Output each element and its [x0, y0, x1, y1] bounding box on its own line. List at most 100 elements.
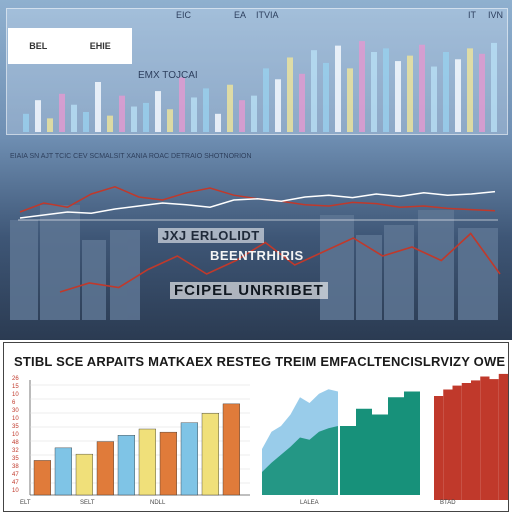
y-tick-label: 35 [12, 456, 19, 462]
bottom-area [262, 426, 338, 495]
top-bar [371, 52, 377, 132]
bottom-teal-bar [356, 408, 372, 495]
top-bar [47, 118, 53, 132]
top-chart-canvas [10, 41, 501, 320]
top-bar [95, 82, 101, 132]
top-bar [299, 73, 305, 132]
top-panel: BEL EHIE EIC EA ITVIA IT IVN EMX TOJCAI … [0, 0, 512, 340]
bottom-bar-series-2 [340, 391, 420, 495]
y-tick-label: 47 [12, 472, 19, 478]
bottom-bar [138, 428, 156, 496]
corner-label-4: IT [468, 10, 476, 20]
bottom-teal-bar [404, 391, 420, 495]
bottom-area-series [262, 389, 338, 495]
bottom-red-bar [434, 396, 444, 500]
footer-label-2: SELT [80, 500, 95, 506]
corner-label-3: ITVIA [256, 10, 279, 20]
y-tick-label: 10 [12, 392, 19, 398]
label-strip: EIAIA SN AJT TCIC CEV SCMALSIT XANIA ROA… [10, 153, 252, 160]
top-bar [227, 84, 233, 132]
footer-label-3: NDLL [150, 500, 166, 506]
y-tick-label: 26 [12, 376, 19, 382]
top-bar [131, 106, 137, 132]
legend-item-2: EHIE [89, 41, 111, 51]
y-tick-label: 32 [12, 448, 19, 454]
bottom-bar [75, 453, 93, 496]
bottom-bar [159, 431, 177, 496]
bottom-bar [54, 447, 72, 496]
y-tick-label: 48 [12, 440, 19, 446]
top-bar [59, 93, 65, 132]
top-bar [455, 59, 461, 132]
top-bar [107, 115, 113, 132]
y-tick-label: 6 [12, 400, 16, 406]
mid-line-series [59, 232, 501, 293]
footer-label-1: ELT [20, 500, 31, 506]
y-tick-label: 47 [12, 480, 19, 486]
bottom-teal-bar [340, 426, 356, 495]
bottom-red-bar [443, 389, 453, 500]
top-bar [491, 42, 497, 133]
top-bar [383, 48, 389, 133]
bottom-red-bar [498, 373, 508, 500]
y-tick-label: 10 [12, 488, 19, 494]
top-bar [191, 97, 197, 132]
y-tick-label: 35 [12, 424, 19, 430]
bottom-red-bar [489, 379, 499, 500]
top-bar [479, 53, 485, 133]
top-bar [311, 50, 317, 132]
y-tick-label: 30 [12, 408, 19, 414]
top-bar [179, 77, 185, 132]
top-line-series [18, 186, 498, 221]
bottom-red-bar [480, 376, 490, 500]
top-bar [419, 44, 425, 132]
bottom-bar-series-3 [434, 373, 508, 500]
bottom-bar-series-1 [33, 403, 240, 496]
top-bar [167, 109, 173, 132]
bottom-bar [96, 441, 114, 496]
top-bar [35, 100, 41, 132]
bottom-teal-bar [372, 414, 388, 495]
top-bar [359, 41, 365, 132]
bottom-panel: STIBL SCE ARPAITS MATKAEX RESTEG TREIM E… [0, 340, 512, 512]
top-bar [143, 102, 149, 132]
banner-2: BEENTRHIRIS [210, 248, 304, 263]
top-bar [263, 68, 269, 132]
mid-line [59, 232, 501, 293]
top-bar [431, 66, 437, 132]
top-bar [251, 95, 257, 132]
bottom-chart-canvas [29, 373, 508, 500]
sub-heading: EMX TOJCAI [138, 70, 198, 81]
corner-label-2: EA [234, 10, 247, 20]
skyline [10, 205, 498, 320]
bottom-bar [201, 413, 219, 496]
top-bar [275, 79, 281, 132]
top-bar [239, 100, 245, 132]
corner-label-5: IVN [488, 10, 504, 20]
top-bar [83, 112, 89, 132]
y-tick-label: 38 [12, 464, 19, 470]
top-bar [407, 55, 413, 132]
top-bar [155, 91, 161, 132]
top-bar [323, 62, 329, 133]
top-bar [467, 48, 473, 133]
footer-label-4: LALEA [300, 500, 319, 506]
corner-label-1: EIC [176, 10, 192, 20]
top-bar [203, 88, 209, 132]
bottom-title: STIBL SCE ARPAITS MATKAEX RESTEG TREIM E… [14, 354, 506, 369]
top-bar [335, 45, 341, 132]
top-bar [119, 95, 125, 132]
top-line [19, 190, 496, 219]
bottom-bar [33, 460, 51, 496]
banner-1: JXJ ERLOLIDT [158, 228, 264, 243]
legend-item-1: BEL [29, 41, 48, 51]
top-bar [71, 104, 77, 132]
bottom-red-bar [471, 380, 481, 500]
bottom-red-bar [461, 383, 471, 500]
banner-3: FCIPEL UNRRIBET [170, 282, 328, 299]
legend-card: BEL EHIE [8, 28, 132, 64]
bottom-bar [117, 435, 135, 496]
bottom-bar [222, 403, 240, 496]
y-tick-label: 15 [12, 384, 19, 390]
bottom-teal-bar [388, 397, 404, 495]
